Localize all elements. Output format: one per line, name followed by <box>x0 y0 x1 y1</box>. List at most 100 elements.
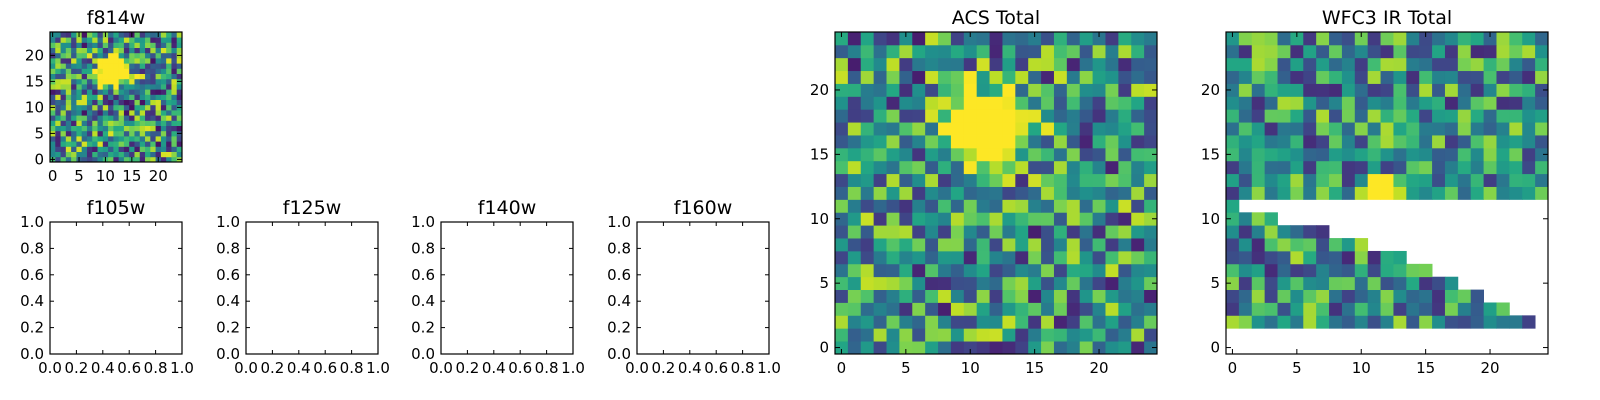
heatmap-cell <box>50 84 56 90</box>
heatmap-cell <box>166 146 172 152</box>
heatmap-cell <box>1393 263 1407 278</box>
heatmap-cell <box>886 122 900 136</box>
heatmap-cell <box>835 83 849 97</box>
heatmap-cell <box>1522 44 1536 59</box>
heatmap-cell <box>1092 109 1106 123</box>
heatmap-cell <box>963 289 978 303</box>
heatmap-cell <box>1144 83 1158 97</box>
heatmap-cell <box>1015 70 1029 84</box>
heatmap-cell <box>129 110 135 116</box>
heatmap-cell <box>1419 147 1433 162</box>
heatmap-cell <box>55 42 61 48</box>
heatmap-cell <box>1079 186 1093 200</box>
heatmap-cell <box>102 52 109 59</box>
heatmap-cell <box>1290 186 1304 200</box>
heatmap-cell <box>171 156 178 163</box>
heatmap-cell <box>847 135 862 149</box>
heatmap-cell <box>1264 57 1278 72</box>
heatmap-cell <box>108 146 114 152</box>
heatmap-cell <box>1290 289 1304 303</box>
heatmap-cell <box>835 341 849 355</box>
heatmap-cell <box>1341 250 1356 265</box>
heatmap-cell <box>145 99 151 106</box>
heatmap-cell <box>1238 263 1253 278</box>
heatmap-cell <box>1535 186 1549 200</box>
heatmap-cell <box>150 136 156 142</box>
heatmap-cell <box>65 68 72 74</box>
heatmap-cell <box>1053 276 1068 290</box>
heatmap-cell <box>1367 44 1381 59</box>
heatmap-cell <box>886 135 900 149</box>
heatmap-cell <box>50 151 56 158</box>
heatmap-cell <box>1303 160 1317 175</box>
x-tick-label: 5 <box>901 359 911 377</box>
heatmap-cell <box>1053 44 1068 59</box>
heatmap-cell <box>976 212 990 226</box>
heatmap-cell <box>97 110 104 116</box>
heatmap-cell <box>1105 263 1119 278</box>
heatmap-cell <box>1329 122 1343 136</box>
heatmap-cell <box>1432 32 1446 46</box>
heatmap-cell <box>912 32 926 46</box>
heatmap-cell <box>1522 147 1536 162</box>
heatmap-cell <box>139 99 146 106</box>
heatmap-cell <box>1251 186 1266 200</box>
heatmap-cell <box>102 99 109 106</box>
heatmap-cell <box>1316 276 1330 290</box>
heatmap-cell <box>97 130 104 137</box>
heatmap-cell <box>71 52 77 59</box>
heatmap-cell <box>118 58 125 64</box>
heatmap-cell <box>97 63 104 69</box>
heatmap-cell <box>1092 160 1106 175</box>
heatmap-cell <box>1028 32 1042 46</box>
heatmap-cell <box>76 141 83 147</box>
heatmap-cell <box>86 151 93 158</box>
heatmap-cell <box>1066 263 1081 278</box>
heatmap-cell <box>1483 122 1497 136</box>
heatmap-cell <box>1118 186 1132 200</box>
heatmap-cell <box>171 115 178 121</box>
heatmap-cell <box>160 136 167 142</box>
heatmap-cell <box>71 136 77 142</box>
heatmap-cell <box>55 58 61 64</box>
heatmap-cell <box>1329 96 1343 110</box>
heatmap-cell <box>129 78 135 85</box>
heatmap-cell <box>847 302 862 316</box>
heatmap-cell <box>912 57 926 72</box>
heatmap-cell <box>989 328 1003 342</box>
heatmap-cell <box>1483 57 1497 72</box>
heatmap-cell <box>950 212 965 226</box>
heatmap-cell <box>1092 199 1106 213</box>
heatmap-cell <box>1367 315 1381 329</box>
heatmap-cell <box>938 109 952 123</box>
heatmap-cell <box>1092 341 1106 355</box>
heatmap-cell <box>847 289 862 303</box>
heatmap-cell <box>989 212 1003 226</box>
heatmap-cell <box>118 130 125 137</box>
x-tick-label: 0 <box>837 359 847 377</box>
heatmap-cell <box>134 110 141 116</box>
heatmap-cell <box>55 130 61 137</box>
heatmap-cell <box>886 263 900 278</box>
heatmap-cell <box>1015 328 1029 342</box>
heatmap-cell <box>1105 289 1119 303</box>
heatmap-cell <box>963 147 978 162</box>
heatmap-cell <box>1144 44 1158 59</box>
heatmap-cell <box>1419 276 1433 290</box>
heatmap-cell <box>150 89 156 95</box>
heatmap-cell <box>847 328 862 342</box>
x-tick-label: 10 <box>1352 359 1371 377</box>
heatmap-cell <box>1131 122 1145 136</box>
heatmap-cell <box>97 156 104 163</box>
heatmap-cell <box>1354 173 1369 187</box>
heatmap-cell <box>1406 289 1420 303</box>
heatmap-cell <box>1277 276 1291 290</box>
heatmap-cell <box>835 135 849 149</box>
heatmap-cell <box>1380 122 1394 136</box>
heatmap-cell <box>155 63 162 69</box>
heatmap-cell <box>1066 44 1081 59</box>
heatmap-cell <box>1316 263 1330 278</box>
heatmap-cell <box>1079 276 1093 290</box>
heatmap-cell <box>1380 276 1394 290</box>
heatmap-cell <box>1226 276 1240 290</box>
